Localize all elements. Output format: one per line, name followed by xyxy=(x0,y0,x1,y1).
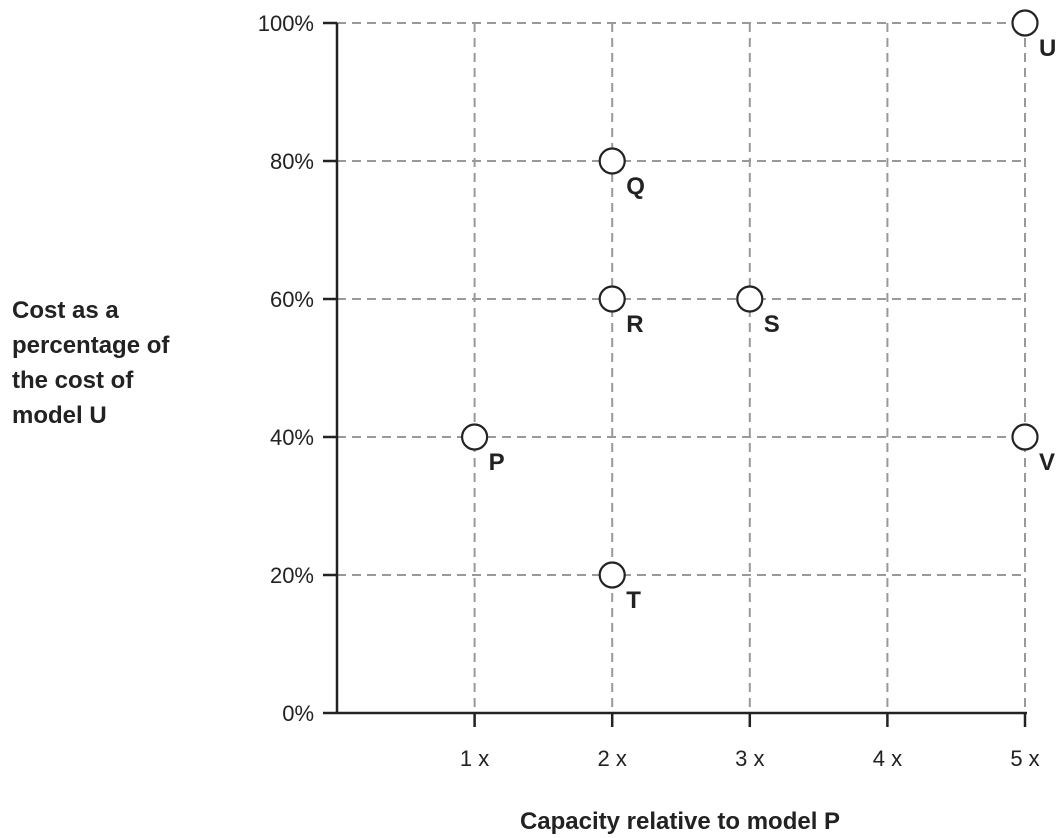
data-point-label-v: V xyxy=(1039,449,1055,476)
data-point-label-t: T xyxy=(626,587,641,614)
data-points: U Q R S P V T xyxy=(461,9,1056,614)
axes xyxy=(323,21,1027,727)
data-point-p xyxy=(461,423,489,451)
x-tick-label: 2 x xyxy=(598,746,627,771)
y-tick-label: 100% xyxy=(258,11,314,36)
y-tick-label: 0% xyxy=(282,701,314,726)
x-tick-label: 3 x xyxy=(735,746,764,771)
y-tick-label: 40% xyxy=(270,425,314,450)
x-tick-label: 5 x xyxy=(1010,746,1039,771)
y-tick-label: 80% xyxy=(270,149,314,174)
tick-labels: 0% 20% 40% 60% 80% 100% 1 x 2 x 3 x 4 x 5 x xyxy=(258,11,1040,771)
data-point-r xyxy=(598,285,626,313)
data-point-s xyxy=(736,285,764,313)
data-point-label-p: P xyxy=(489,449,505,476)
data-point-v xyxy=(1011,423,1039,451)
y-axis-title-line: model U xyxy=(12,402,107,429)
x-tick-label: 4 x xyxy=(873,746,902,771)
x-tick-label: 1 x xyxy=(460,746,489,771)
data-point-label-r: R xyxy=(626,311,643,338)
y-axis-title: Cost as a percentage of the cost of mode… xyxy=(12,293,222,433)
x-axis-title: Capacity relative to model P xyxy=(520,808,840,835)
y-tick-label: 20% xyxy=(270,563,314,588)
data-point-u xyxy=(1011,9,1039,37)
data-point-t xyxy=(598,561,626,589)
y-tick-label: 60% xyxy=(270,287,314,312)
data-point-label-u: U xyxy=(1039,35,1056,62)
data-point-label-s: S xyxy=(764,311,780,338)
data-point-label-q: Q xyxy=(626,173,645,200)
data-point-q xyxy=(598,147,626,175)
y-axis-title-line: Cost as a xyxy=(12,297,119,324)
y-axis-title-line: the cost of xyxy=(12,367,134,394)
y-axis-title-line: percentage of xyxy=(12,332,170,359)
grid-lines xyxy=(337,22,1026,713)
